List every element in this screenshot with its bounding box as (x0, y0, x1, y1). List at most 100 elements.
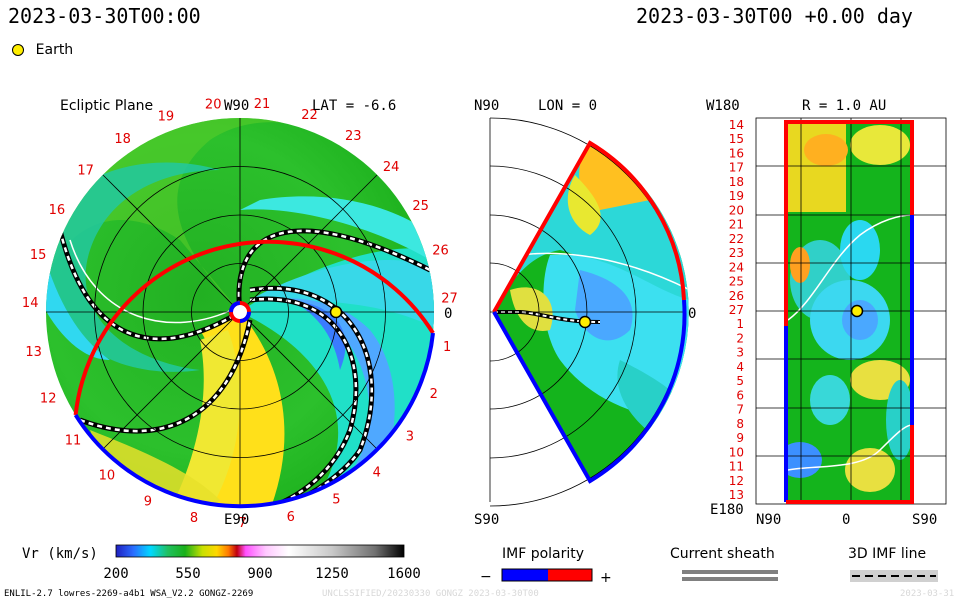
colorbar-tick-label: 900 (247, 566, 272, 582)
meridional-lon-label: LON = 0 (538, 98, 597, 114)
carrington-tick-label: 26 (432, 243, 449, 258)
radial-y-label: 10 (729, 445, 744, 459)
meridional-panel: N90 LON = 0 S90 0 (474, 98, 696, 528)
ecliptic-zero-label: 0 (444, 306, 452, 322)
carrington-tick-label: 13 (25, 345, 42, 360)
imf-line-legend: 3D IMF line (848, 546, 938, 582)
footer-watermark: UNCLSSIFIED/20230330 GONGZ 2023-03-30T00 (322, 589, 539, 599)
carrington-tick-label: 8 (190, 511, 198, 526)
radial-y-label: 19 (729, 189, 744, 203)
carrington-tick-label: 17 (77, 164, 94, 179)
carrington-tick-label: 6 (287, 510, 295, 525)
imf-polarity-plus: + (600, 570, 612, 586)
carrington-tick-label: 11 (65, 433, 82, 448)
current-sheath-line-1 (682, 570, 778, 574)
colorbar-tick-label: 550 (175, 566, 200, 582)
carrington-tick-label: 22 (301, 108, 318, 123)
radial-y-label: 4 (736, 360, 744, 374)
radial-boundary-positive-bottom (786, 425, 914, 504)
meridional-bottom-left: S90 (474, 512, 499, 528)
meridional-top-left: N90 (474, 98, 499, 114)
radial-y-label: 3 (736, 346, 744, 360)
sun-marker-ring (229, 301, 251, 323)
radial-y-label: 27 (729, 303, 744, 317)
carrington-tick-label: 18 (114, 132, 131, 147)
colorbar-gradient (115, 544, 405, 558)
carrington-tick-label: 27 (441, 291, 458, 306)
ecliptic-bottom-label: E90 (224, 512, 249, 528)
radial-y-label: 11 (729, 460, 744, 474)
radial-y-label: 7 (736, 403, 744, 417)
radial-x-left: N90 (756, 512, 781, 528)
colorbar-label: Vr (km/s) (22, 546, 98, 562)
footer-right: 2023-03-31 (900, 589, 954, 599)
radial-x-right: S90 (912, 512, 937, 528)
radial-y-label: 18 (729, 175, 744, 189)
radial-y-label: 20 (729, 203, 744, 217)
imf-polarity-positive-swatch (548, 569, 592, 581)
radial-y-label: 21 (729, 218, 744, 232)
carrington-tick-label: 24 (383, 160, 400, 175)
carrington-tick-label: 3 (406, 429, 414, 444)
earth-legend: Earth (12, 39, 74, 58)
radial-y-label: 2 (736, 332, 744, 346)
radial-y-label: 1 (736, 317, 744, 331)
header-right-time: 2023-03-30T00 +0.00 day (636, 4, 913, 28)
earth-legend-icon (12, 43, 24, 56)
meridional-boundary-negative (492, 299, 687, 484)
carrington-tick-label: 5 (332, 493, 340, 508)
earth-marker-radial (850, 304, 864, 318)
carrington-tick-label: 4 (373, 465, 381, 480)
imf-line-label: 3D IMF line (848, 546, 926, 562)
radial-panel: 1415161718192021222324252627123456789101… (706, 98, 947, 528)
radial-boundary-positive (784, 120, 914, 326)
meridional-zero-label: 0 (688, 306, 696, 322)
carrington-tick-label: 16 (49, 203, 66, 218)
imf-polarity-legend: IMF polarity − + (480, 546, 612, 586)
meridional-boundary-positive (492, 140, 686, 313)
earth-marker-ecliptic (329, 305, 343, 319)
radial-y-label: 6 (736, 388, 744, 402)
ecliptic-boundary-positive (73, 239, 435, 416)
meridional-velocity-field (494, 143, 689, 481)
carrington-tick-label: 21 (254, 97, 271, 112)
radial-top-left: W180 (706, 98, 740, 114)
radial-y-label: 16 (729, 147, 744, 161)
radial-y-label: 13 (729, 488, 744, 502)
imf-polarity-negative-swatch (502, 569, 548, 581)
radial-y-label: 23 (729, 246, 744, 260)
radial-bottom-left: E180 (710, 502, 744, 518)
carrington-tick-label: 12 (40, 391, 57, 406)
radial-y-label: 12 (729, 474, 744, 488)
radial-r-label: R = 1.0 AU (802, 98, 886, 114)
current-sheath-legend: Current sheath (670, 546, 778, 581)
radial-y-label: 14 (729, 118, 744, 132)
radial-y-label: 8 (736, 417, 744, 431)
colorbar-tick-label: 1250 (315, 566, 349, 582)
ecliptic-top-label: W90 (224, 98, 249, 114)
carrington-tick-label: 20 (205, 98, 222, 113)
colorbar-tick-label: 200 (103, 566, 128, 582)
radial-x-mid: 0 (842, 512, 850, 528)
carrington-tick-label: 23 (345, 129, 362, 144)
radial-y-label: 22 (729, 232, 744, 246)
carrington-tick-label: 9 (144, 495, 152, 510)
earth-legend-label: Earth (35, 41, 74, 58)
radial-y-label: 26 (729, 289, 744, 303)
imf-polarity-minus: − (480, 569, 492, 585)
carrington-tick-label: 1 (443, 340, 451, 355)
ecliptic-title: Ecliptic Plane (60, 98, 153, 114)
carrington-tick-label: 15 (30, 248, 47, 263)
radial-y-label: 9 (736, 431, 744, 445)
velocity-colorbar: Vr (km/s) 200 550 900 1250 1600 (22, 544, 421, 582)
carrington-tick-label: 7 (238, 516, 246, 531)
footer-run-info: ENLIL-2.7 lowres-2269-a4b1 WSA_V2.2 GONG… (4, 589, 253, 599)
carrington-tick-label: 19 (158, 110, 175, 125)
radial-y-label: 24 (729, 260, 744, 274)
carrington-tick-label: 10 (99, 468, 116, 483)
radial-y-label: 5 (736, 374, 744, 388)
ecliptic-boundary-negative (73, 332, 435, 509)
